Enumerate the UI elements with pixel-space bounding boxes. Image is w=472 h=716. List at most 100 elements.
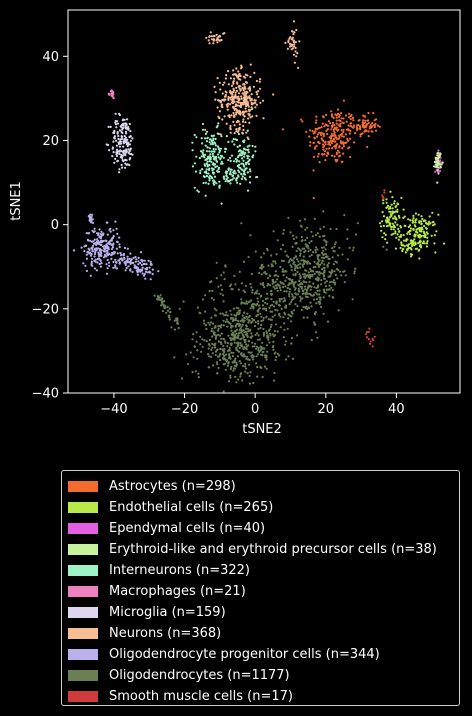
data-point bbox=[362, 119, 365, 122]
data-point bbox=[111, 92, 114, 95]
data-point bbox=[284, 343, 287, 346]
data-point bbox=[221, 162, 224, 165]
data-point bbox=[291, 234, 295, 237]
data-point bbox=[124, 158, 127, 161]
data-point bbox=[207, 321, 210, 324]
data-point bbox=[317, 265, 321, 268]
data-point bbox=[216, 363, 219, 366]
data-point bbox=[90, 263, 93, 267]
data-point bbox=[262, 334, 265, 337]
data-point bbox=[119, 138, 122, 141]
data-point bbox=[236, 156, 239, 159]
data-point bbox=[409, 253, 413, 256]
data-point bbox=[305, 281, 308, 284]
data-point bbox=[233, 341, 236, 344]
data-point bbox=[246, 355, 249, 358]
data-point bbox=[326, 132, 329, 136]
data-point bbox=[233, 330, 236, 333]
data-point bbox=[256, 345, 259, 348]
data-point bbox=[191, 141, 194, 144]
data-point bbox=[199, 312, 202, 315]
data-point bbox=[316, 232, 319, 235]
data-point bbox=[322, 288, 325, 291]
data-point bbox=[96, 261, 99, 264]
data-point bbox=[288, 293, 291, 296]
data-point bbox=[237, 85, 240, 88]
data-point bbox=[214, 346, 217, 349]
data-point bbox=[250, 106, 253, 109]
data-point bbox=[269, 325, 273, 329]
data-point bbox=[393, 226, 396, 229]
data-point bbox=[216, 132, 219, 135]
data-point bbox=[243, 341, 246, 344]
data-point bbox=[265, 355, 268, 358]
data-point bbox=[283, 328, 286, 331]
data-point bbox=[122, 145, 125, 148]
data-point bbox=[314, 127, 317, 130]
data-point bbox=[240, 331, 243, 334]
data-point bbox=[254, 99, 257, 102]
data-point bbox=[295, 241, 298, 245]
x-axis-ticks: −40 −20 0 20 40 bbox=[100, 393, 405, 417]
data-point bbox=[234, 317, 237, 320]
data-point bbox=[88, 252, 91, 255]
data-point bbox=[229, 309, 232, 312]
data-point bbox=[378, 222, 382, 225]
data-point bbox=[420, 228, 423, 231]
data-point bbox=[301, 239, 304, 242]
data-point bbox=[323, 253, 326, 256]
data-point bbox=[191, 338, 194, 341]
data-point bbox=[342, 130, 345, 134]
data-point bbox=[299, 295, 302, 298]
data-point bbox=[223, 362, 226, 365]
data-point bbox=[260, 256, 263, 259]
data-point bbox=[111, 146, 114, 149]
legend-item: Ependymal cells (n=40) bbox=[68, 518, 459, 539]
data-point bbox=[196, 349, 199, 352]
data-point bbox=[312, 282, 315, 285]
data-point bbox=[108, 242, 111, 246]
data-point bbox=[331, 134, 334, 137]
data-point bbox=[406, 249, 409, 252]
data-point bbox=[331, 247, 334, 250]
data-point bbox=[402, 216, 405, 219]
data-point bbox=[273, 371, 276, 375]
data-point bbox=[384, 238, 387, 241]
data-point bbox=[185, 353, 188, 356]
data-point bbox=[394, 232, 397, 235]
data-point bbox=[369, 124, 372, 127]
data-point bbox=[133, 266, 136, 269]
data-point bbox=[193, 133, 196, 137]
data-point bbox=[313, 298, 316, 301]
data-point bbox=[134, 260, 137, 263]
data-point bbox=[415, 228, 418, 231]
data-point bbox=[208, 179, 211, 182]
data-point bbox=[291, 36, 294, 39]
data-point bbox=[215, 361, 218, 364]
data-point bbox=[195, 331, 198, 334]
data-point bbox=[439, 152, 442, 155]
data-point bbox=[400, 244, 403, 247]
data-point bbox=[207, 172, 210, 175]
data-point bbox=[327, 143, 330, 146]
data-point bbox=[262, 265, 265, 268]
data-point bbox=[231, 95, 234, 98]
data-point bbox=[289, 36, 292, 39]
data-point bbox=[318, 161, 321, 164]
data-point bbox=[252, 302, 255, 305]
data-point bbox=[244, 148, 247, 151]
data-point bbox=[211, 177, 214, 180]
data-point bbox=[225, 170, 228, 173]
data-point bbox=[289, 231, 292, 234]
data-point bbox=[325, 243, 328, 246]
data-point bbox=[281, 128, 285, 131]
data-point bbox=[436, 159, 439, 162]
data-point bbox=[244, 370, 247, 373]
data-point bbox=[210, 167, 214, 170]
data-point bbox=[394, 247, 398, 250]
data-point bbox=[328, 281, 331, 284]
data-point bbox=[250, 93, 253, 96]
data-point bbox=[105, 263, 108, 266]
data-point bbox=[265, 316, 268, 319]
